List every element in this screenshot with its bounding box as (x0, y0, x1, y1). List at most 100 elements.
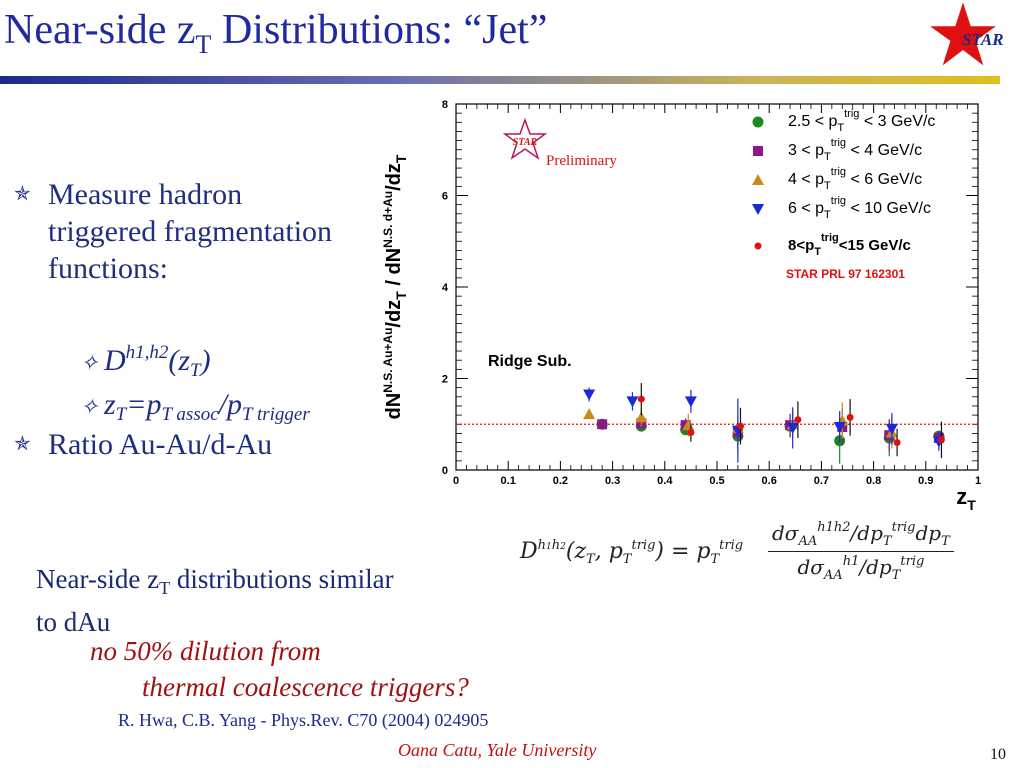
y-axis-label-part: T (393, 154, 409, 163)
legend-label-superscript: trig (831, 195, 846, 207)
x-axis-label-subscript: T (967, 497, 976, 512)
legend-label-superscript: trig (831, 137, 846, 149)
data-point (893, 439, 901, 447)
data-point (846, 413, 854, 421)
annotation-preliminary: Preliminary (546, 153, 617, 169)
bullet-text-ratio: Ratio Au-Au/d-Au (48, 428, 273, 461)
legend-label-end: <15 GeV/c (839, 237, 911, 254)
star-logo-text: STAR (962, 30, 1004, 49)
legend-label-main: 2.5 < p (788, 113, 837, 130)
legend-marker (752, 116, 764, 128)
x-tick-label: 0.8 (866, 475, 881, 487)
subbullet-star-icon: ✧ (80, 394, 104, 419)
legend-label-main: 8<p (788, 237, 814, 254)
legend-label-end: < 6 GeV/c (846, 171, 922, 188)
formula-lhs: Dh1h2(zT, pTtrig) = pTtrig (520, 538, 744, 567)
subbullet-item-d: ✧ Dh1,h2(zT) (80, 334, 211, 389)
data-point (637, 395, 645, 403)
dilution-note-line-2: thermal coalescence triggers? (142, 672, 469, 702)
subbullet-item-zt: ✧ zT=pT assoc/pT trigger (80, 386, 310, 433)
subbullet-d-symbol: D (103, 344, 126, 377)
legend-label-superscript: trig (821, 232, 839, 244)
x-tick-label: 1 (975, 475, 981, 487)
legend-label-end: < 3 GeV/c (859, 113, 935, 130)
subbullet-d-subscript: T (190, 360, 201, 381)
data-point (833, 421, 846, 433)
y-axis-label-text: dNN.S. Au+Au/dzT / dNN.S. d+Au/dzT (381, 154, 409, 419)
y-tick-label: 2 (442, 374, 448, 386)
slide-title-main: Near-side z (4, 7, 196, 53)
legend-label-subscript: T (824, 151, 831, 163)
data-point (626, 396, 639, 408)
legend-label-main: 3 < p (788, 142, 824, 159)
legend-label-subscript: T (837, 122, 844, 134)
legend-label: 4 < pTtrig < 6 GeV/c (788, 166, 922, 192)
subbullet-star-icon: ✧ (80, 350, 104, 375)
annotation-star-prl: STAR PRL 97 162301 (786, 267, 905, 281)
legend-label-subscript: T (824, 180, 831, 192)
data-point (684, 396, 697, 408)
y-tick-label: 0 (442, 465, 448, 477)
legend-label-superscript: trig (844, 108, 859, 120)
reference-citation: R. Hwa, C.B. Yang - Phys.Rev. C70 (2004)… (118, 710, 489, 730)
y-tick-label: 6 (442, 191, 448, 203)
zt-ratio-chart: 0 0.1 0.2 0.3 0.4 0.5 0.6 0.7 0.8 0.9 102468zTdNN.… (381, 99, 981, 512)
conclusion-part-1: Near-side z (36, 564, 160, 594)
y-axis-label-part: / dN (383, 248, 405, 291)
dilution-note-line-1: no 50% dilution from (90, 636, 321, 666)
x-tick-label: 0.7 (814, 475, 829, 487)
y-axis-label-part: dN (383, 393, 405, 420)
data-point (583, 389, 596, 401)
legend-label: 3 < pTtrig < 4 GeV/c (788, 137, 922, 163)
subbullet-zt-slash: /p (218, 388, 242, 421)
star-logo-icon (930, 2, 996, 66)
y-axis-label-part: N.S. Au+Au (381, 328, 395, 393)
subbullet-zt-p-subscript-trigger: T trigger (242, 404, 310, 425)
x-tick-label: 0 (453, 475, 459, 487)
annotation-star-logo-text: STAR (513, 137, 538, 148)
legend-label: 2.5 < pTtrig < 3 GeV/c (788, 108, 935, 134)
y-axis-label-part: N.S. d+Au (381, 191, 395, 248)
x-tick-label: 0.4 (657, 475, 673, 487)
x-tick-label: 0.1 (501, 475, 516, 487)
slide-title: Near-side zT Distributions: “Jet” (4, 6, 547, 60)
data-point (786, 422, 799, 434)
x-tick-label: 0.2 (553, 475, 568, 487)
legend-label-subscript: T (824, 209, 831, 221)
subbullet-d-superscript: h1,h2 (125, 342, 169, 363)
legend-label: 6 < pTtrig < 10 GeV/c (788, 195, 931, 221)
x-tick-label: 0.3 (605, 475, 620, 487)
conclusion-part-2: distributions similar (170, 564, 394, 594)
page-number: 10 (990, 746, 1006, 763)
y-axis-label-part: T (393, 291, 409, 300)
bullet-text-measure: Measure hadron triggered fragmentation f… (48, 178, 333, 285)
formula-numerator: dσAAh1h2/dpTtrigdpT (768, 520, 954, 552)
legend-label-end: < 10 GeV/c (846, 200, 931, 217)
data-point (597, 419, 608, 430)
data-point (794, 416, 802, 424)
legend-label-main: 6 < p (788, 200, 824, 217)
legend-marker (754, 242, 762, 250)
legend-label-end: < 4 GeV/c (846, 142, 922, 159)
legend-label-subscript: T (814, 246, 821, 258)
x-tick-label: 0.6 (762, 475, 777, 487)
data-point (583, 408, 596, 420)
slide-title-subscript: T (195, 30, 212, 59)
data-point (736, 422, 744, 430)
y-tick-label: 4 (442, 282, 449, 294)
conclusion-part-3: to dAu (36, 607, 111, 637)
conclusion-subscript: T (159, 578, 171, 598)
x-tick-label: 0.9 (918, 475, 933, 487)
x-axis-label: zT (956, 484, 976, 512)
bullet-star-icon: ✯ (14, 183, 31, 205)
legend-label-superscript: trig (831, 166, 846, 178)
annotation-ridge-sub: Ridge Sub. (488, 353, 572, 370)
legend-marker (752, 174, 764, 185)
data-point (885, 423, 898, 435)
y-tick-label: 8 (442, 99, 448, 111)
footer-author: Oana Catu, Yale University (398, 740, 597, 760)
conclusion-text: Near-side zT distributions similar to dA… (36, 562, 394, 639)
chart-star-logo-icon (502, 117, 548, 160)
x-tick-label: 0.5 (709, 475, 724, 487)
data-point (937, 436, 945, 444)
